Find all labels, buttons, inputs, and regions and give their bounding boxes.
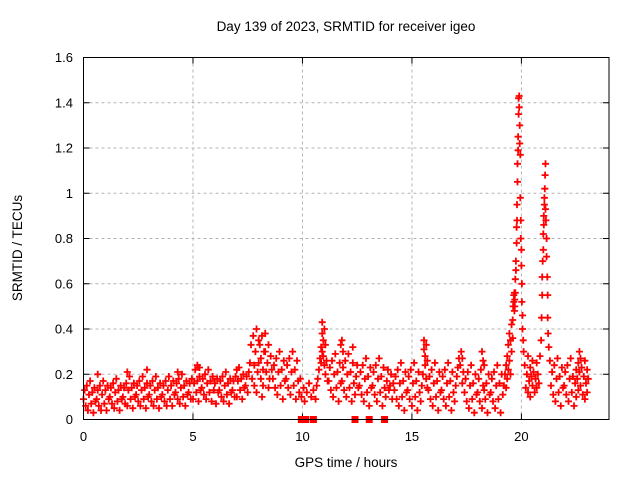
y-tick-label: 0.8 <box>55 231 73 246</box>
y-tick-label: 0.2 <box>55 367 73 382</box>
x-tick-label: 0 <box>80 429 87 444</box>
y-tick-label: 0.4 <box>55 322 73 337</box>
y-tick-label: 1.2 <box>55 141 73 156</box>
data-points <box>80 92 592 423</box>
y-tick-label: 1 <box>66 186 73 201</box>
y-axis-label: SRMTID / TECUs <box>10 195 25 302</box>
plot-border <box>83 57 610 420</box>
x-tick-label: 10 <box>295 429 309 444</box>
x-tick-label: 5 <box>189 429 196 444</box>
x-tick-labels: 0 5 10 15 20 <box>80 429 529 444</box>
chart-title: Day 139 of 2023, SRMTID for receiver ige… <box>217 19 476 34</box>
y-tick-label: 1.4 <box>55 95 73 110</box>
y-tick-label: 0 <box>66 412 73 427</box>
y-tick-label: 1.6 <box>55 50 73 65</box>
data-points-plus <box>80 92 592 417</box>
x-axis-label: GPS time / hours <box>295 455 398 470</box>
y-tick-labels: 0 0.2 0.4 0.6 0.8 1 1.2 1.4 1.6 <box>55 50 73 427</box>
x-tick-label: 20 <box>514 429 528 444</box>
x-tick-label: 15 <box>405 429 419 444</box>
y-tick-label: 0.6 <box>55 276 73 291</box>
